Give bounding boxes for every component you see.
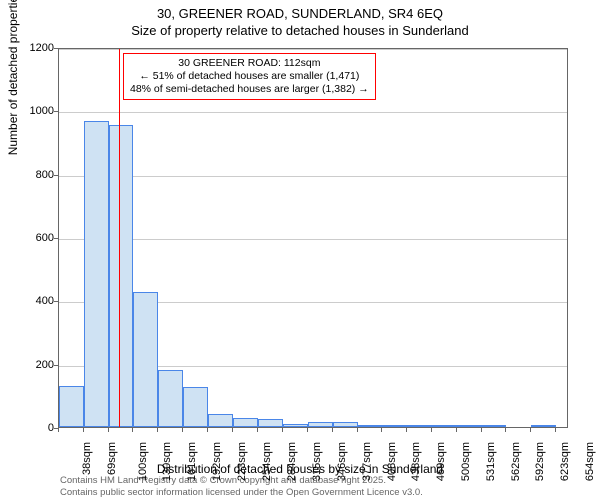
x-tick-mark bbox=[505, 428, 506, 432]
x-tick-label: 377sqm bbox=[361, 442, 373, 481]
x-tick-mark bbox=[83, 428, 84, 432]
histogram-bar bbox=[158, 370, 183, 427]
histogram-bar bbox=[333, 422, 358, 427]
copyright-line-2: Contains public sector information licen… bbox=[60, 487, 423, 498]
y-axis-label: Number of detached properties bbox=[6, 0, 20, 155]
x-tick-mark bbox=[357, 428, 358, 432]
x-tick-label: 623sqm bbox=[559, 442, 571, 481]
x-tick-label: 531sqm bbox=[485, 442, 497, 481]
histogram-bar bbox=[84, 121, 109, 427]
histogram-bar bbox=[183, 387, 208, 427]
x-tick-label: 346sqm bbox=[336, 442, 348, 481]
x-tick-mark bbox=[381, 428, 382, 432]
x-tick-label: 469sqm bbox=[435, 442, 447, 481]
x-tick-label: 192sqm bbox=[211, 442, 223, 481]
y-tick-label: 200 bbox=[14, 359, 54, 371]
y-tick-mark bbox=[54, 238, 58, 239]
histogram-bar bbox=[59, 386, 84, 427]
histogram-bar bbox=[258, 419, 283, 427]
gridline bbox=[59, 49, 567, 50]
histogram-bar bbox=[531, 425, 556, 427]
x-tick-label: 562sqm bbox=[510, 442, 522, 481]
x-tick-label: 69sqm bbox=[106, 442, 118, 475]
x-tick-mark bbox=[108, 428, 109, 432]
x-tick-mark bbox=[232, 428, 233, 432]
y-tick-label: 400 bbox=[14, 295, 54, 307]
chart-container: 30, GREENER ROAD, SUNDERLAND, SR4 6EQ Si… bbox=[0, 0, 600, 500]
gridline bbox=[59, 176, 567, 177]
y-tick-label: 0 bbox=[14, 422, 54, 434]
histogram-bar bbox=[233, 418, 257, 428]
y-tick-mark bbox=[54, 365, 58, 366]
x-tick-mark bbox=[132, 428, 133, 432]
x-tick-mark bbox=[406, 428, 407, 432]
x-tick-label: 315sqm bbox=[311, 442, 323, 481]
y-tick-mark bbox=[54, 301, 58, 302]
x-tick-label: 223sqm bbox=[236, 442, 248, 481]
title-line-1: 30, GREENER ROAD, SUNDERLAND, SR4 6EQ bbox=[157, 6, 443, 21]
gridline bbox=[59, 239, 567, 240]
annotation-box: 30 GREENER ROAD: 112sqm← 51% of detached… bbox=[123, 53, 376, 100]
x-tick-label: 254sqm bbox=[261, 442, 273, 481]
reference-line bbox=[119, 49, 120, 427]
histogram-bar bbox=[382, 425, 407, 427]
x-tick-label: 592sqm bbox=[534, 442, 546, 481]
y-tick-label: 1200 bbox=[14, 42, 54, 54]
x-tick-mark bbox=[307, 428, 308, 432]
x-tick-label: 161sqm bbox=[186, 442, 198, 481]
histogram-bar bbox=[208, 414, 233, 427]
annotation-line: ← 51% of detached houses are smaller (1,… bbox=[139, 70, 359, 82]
plot-area: 30 GREENER ROAD: 112sqm← 51% of detached… bbox=[58, 48, 568, 428]
annotation-line: 30 GREENER ROAD: 112sqm bbox=[178, 57, 320, 69]
x-tick-mark bbox=[530, 428, 531, 432]
y-tick-label: 600 bbox=[14, 232, 54, 244]
x-tick-mark bbox=[207, 428, 208, 432]
x-tick-label: 654sqm bbox=[584, 442, 596, 481]
histogram-bar bbox=[457, 425, 482, 427]
chart-title: 30, GREENER ROAD, SUNDERLAND, SR4 6EQ Si… bbox=[0, 0, 600, 40]
x-tick-label: 100sqm bbox=[137, 442, 149, 481]
x-tick-mark bbox=[481, 428, 482, 432]
x-tick-label: 408sqm bbox=[386, 442, 398, 481]
x-tick-mark bbox=[456, 428, 457, 432]
y-tick-mark bbox=[54, 175, 58, 176]
x-tick-mark bbox=[555, 428, 556, 432]
x-tick-label: 130sqm bbox=[161, 442, 173, 481]
y-tick-label: 800 bbox=[14, 169, 54, 181]
x-tick-mark bbox=[182, 428, 183, 432]
y-tick-label: 1000 bbox=[14, 105, 54, 117]
histogram-bar bbox=[358, 425, 382, 427]
x-tick-mark bbox=[157, 428, 158, 432]
annotation-line: 48% of semi-detached houses are larger (… bbox=[130, 83, 369, 95]
x-tick-mark bbox=[58, 428, 59, 432]
x-tick-mark bbox=[332, 428, 333, 432]
x-tick-mark bbox=[431, 428, 432, 432]
title-line-2: Size of property relative to detached ho… bbox=[131, 23, 469, 38]
histogram-bar bbox=[482, 425, 506, 427]
y-tick-mark bbox=[54, 111, 58, 112]
histogram-bar bbox=[283, 424, 308, 427]
y-tick-mark bbox=[54, 48, 58, 49]
x-tick-label: 38sqm bbox=[81, 442, 93, 475]
histogram-bar bbox=[109, 125, 133, 427]
histogram-bar bbox=[133, 292, 158, 427]
histogram-bar bbox=[432, 425, 457, 427]
x-tick-mark bbox=[257, 428, 258, 432]
histogram-bar bbox=[407, 425, 432, 427]
x-tick-label: 284sqm bbox=[286, 442, 298, 481]
histogram-bar bbox=[308, 422, 333, 427]
x-tick-label: 438sqm bbox=[410, 442, 422, 481]
x-tick-mark bbox=[282, 428, 283, 432]
gridline bbox=[59, 112, 567, 113]
x-tick-label: 500sqm bbox=[460, 442, 472, 481]
